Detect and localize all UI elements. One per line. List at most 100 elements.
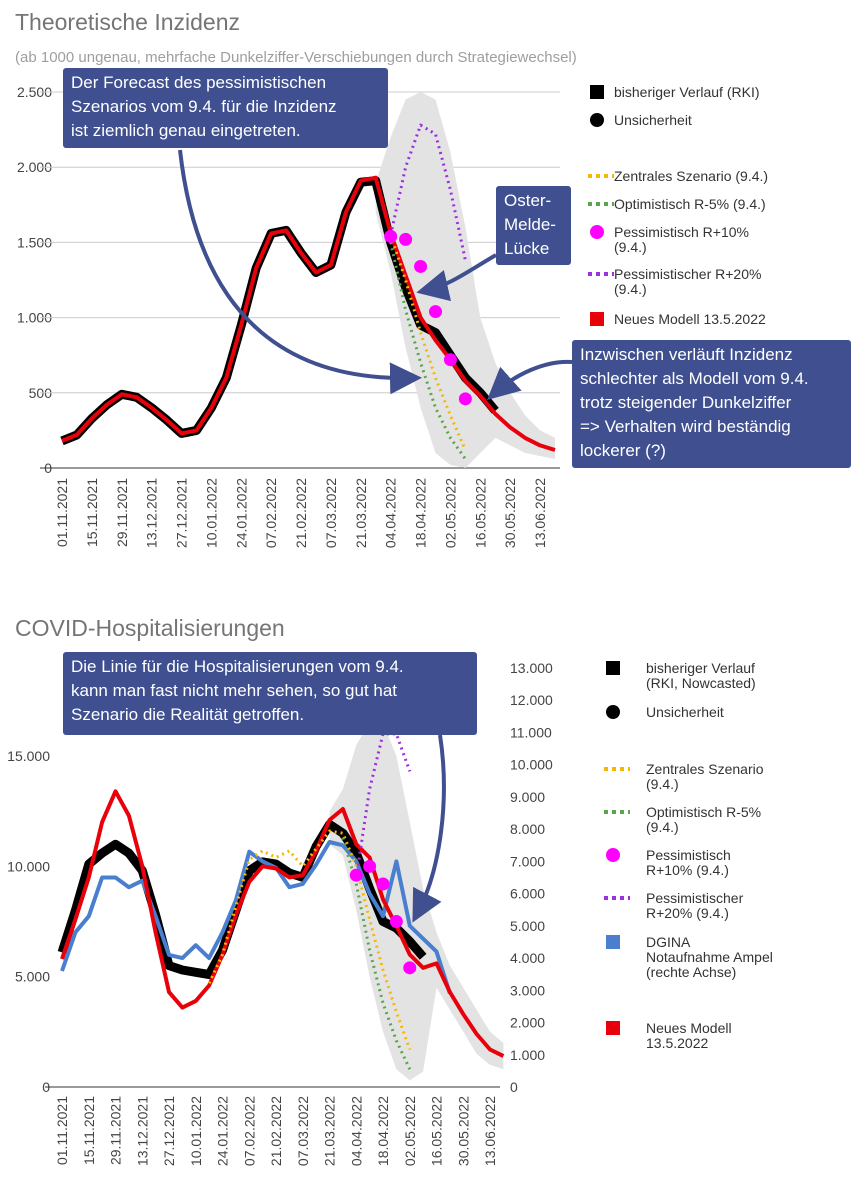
y2-tick-label: 7.000 <box>510 853 545 869</box>
x-tick-label: 10.01.2022 <box>188 1096 204 1166</box>
legend-label: Pessimistischer R+20% (9.4.) <box>646 890 744 921</box>
annotation-text: Inzwischen verläuft Inzidenz schlechter a… <box>580 345 809 460</box>
x-tick-label: 24.01.2022 <box>233 478 249 548</box>
x-tick-label: 16.05.2022 <box>429 1096 445 1166</box>
data-point <box>399 232 413 246</box>
annotation-text: Der Forecast des pessimistischen Szenario… <box>71 73 337 140</box>
data-point <box>429 305 442 319</box>
y2-tick-label: 13.000 <box>510 660 553 676</box>
x-tick-label: 21.03.2022 <box>353 478 369 548</box>
x-tick-label: 02.05.2022 <box>402 1096 418 1166</box>
legend-label: Optimistisch R-5% (9.4.) <box>646 804 761 835</box>
data-point <box>384 229 398 243</box>
x-tick-label: 04.04.2022 <box>383 478 399 548</box>
y2-tick-label: 9.000 <box>510 789 545 805</box>
x-tick-label: 15.11.2021 <box>81 1096 97 1165</box>
legend-label: Unsicherheit <box>614 112 692 128</box>
y-tick-label: 1.500 <box>17 234 52 250</box>
x-tick-label: 01.11.2021 <box>54 478 70 547</box>
x-tick-label: 30.05.2022 <box>455 1096 471 1166</box>
x-tick-label: 07.02.2022 <box>263 478 279 548</box>
legend-swatch <box>606 705 620 719</box>
legend-label: Unsicherheit <box>646 704 724 720</box>
chart-title: COVID-Hospitalisierungen <box>15 615 285 641</box>
legend-label: bisheriger Verlauf (RKI) <box>614 84 760 100</box>
data-line <box>61 175 556 452</box>
y2-tick-label: 4.000 <box>510 950 545 966</box>
legend-swatch <box>606 1021 620 1035</box>
annotation-box <box>572 340 851 468</box>
legend-label: Neues Modell 13.5.2022 <box>646 1020 732 1051</box>
legend-swatch <box>590 312 604 326</box>
x-tick-label: 24.01.2022 <box>215 1096 231 1166</box>
chart-subtitle: (ab 1000 ungenau, mehrfache Dunkelziffer… <box>15 49 577 66</box>
y-tick-label: 10.000 <box>7 858 50 874</box>
y-tick-label: 15.000 <box>7 748 50 764</box>
data-point <box>458 392 472 406</box>
legend-label: Pessimistischer R+20% (9.4.) <box>614 266 761 297</box>
x-tick-label: 07.02.2022 <box>241 1096 257 1166</box>
x-tick-label: 13.06.2022 <box>532 478 548 548</box>
x-tick-label: 18.04.2022 <box>413 478 429 548</box>
data-line <box>60 789 505 1058</box>
x-tick-label: 01.11.2021 <box>54 1096 70 1165</box>
legend-label: DGINA Notaufnahme Ampel (rechte Achse) <box>646 934 773 980</box>
x-tick-label: 10.01.2022 <box>203 478 219 548</box>
legend-swatch <box>590 113 604 127</box>
annotation-box <box>496 186 571 265</box>
legend-label: Zentrales Szenario (9.4.) <box>646 761 764 792</box>
arrow <box>412 734 446 923</box>
legend-label: Pessimistisch R+10% (9.4.) <box>614 224 749 255</box>
x-tick-label: 27.12.2021 <box>174 478 190 548</box>
y2-tick-label: 10.000 <box>510 757 553 773</box>
annotation-text: Die Linie für die Hospitalisierungen vom… <box>71 657 404 724</box>
y2-tick-label: 0 <box>510 1079 518 1095</box>
uncertainty-band <box>329 722 504 1081</box>
x-tick-label: 30.05.2022 <box>502 478 518 548</box>
y2-tick-label: 8.000 <box>510 821 545 837</box>
overlay: Der Forecast des pessimistischen Szenario… <box>63 68 851 923</box>
data-line <box>57 819 427 979</box>
annotation-box <box>63 68 388 148</box>
x-tick-label: 13.06.2022 <box>482 1096 498 1166</box>
y2-tick-label: 3.000 <box>510 982 545 998</box>
x-tick-label: 15.11.2021 <box>84 478 100 547</box>
legend-label: bisheriger Verlauf (RKI, Nowcasted) <box>646 660 756 691</box>
y2-tick-label: 2.000 <box>510 1015 545 1031</box>
y-tick-label: 1.000 <box>17 310 52 326</box>
x-tick-label: 21.02.2022 <box>293 478 309 548</box>
x-tick-label: 13.12.2021 <box>144 478 160 548</box>
data-point <box>403 961 417 975</box>
annotation-text: Oster-Melde-Lücke <box>504 191 556 258</box>
y2-tick-label: 12.000 <box>510 692 553 708</box>
data-point <box>376 877 390 891</box>
data-point <box>414 259 428 273</box>
legend-label: Optimistisch R-5% (9.4.) <box>614 196 766 212</box>
plot <box>57 92 556 1081</box>
legend-swatch <box>590 85 604 99</box>
x-tick-label: 29.11.2021 <box>114 478 130 547</box>
legend-label: Pessimistisch R+10% (9.4.) <box>646 847 731 878</box>
x-tick-label: 29.11.2021 <box>108 1096 124 1165</box>
legend-swatch <box>606 935 620 949</box>
y2-tick-label: 6.000 <box>510 886 545 902</box>
annotation-box <box>63 652 477 735</box>
arrow <box>178 149 422 395</box>
data-point <box>363 859 377 873</box>
legend-label: Zentrales Szenario (9.4.) <box>614 168 768 184</box>
y2-tick-label: 11.000 <box>510 724 552 740</box>
data-point <box>443 353 457 367</box>
chart-title: Theoretische Inzidenz <box>15 9 240 35</box>
arrow <box>416 253 497 302</box>
x-tick-label: 13.12.2021 <box>134 1096 150 1166</box>
legend-swatch <box>590 225 604 239</box>
data-point <box>389 915 403 928</box>
y2-tick-label: 1.000 <box>510 1047 545 1063</box>
background: Theoretische Inzidenz (ab 1000 ungenau, m… <box>7 9 773 1166</box>
data-point <box>349 868 363 882</box>
y-tick-label: 2.000 <box>17 159 52 175</box>
legend-swatch <box>606 848 620 862</box>
x-tick-label: 02.05.2022 <box>442 478 458 548</box>
x-tick-label: 16.05.2022 <box>472 478 488 548</box>
